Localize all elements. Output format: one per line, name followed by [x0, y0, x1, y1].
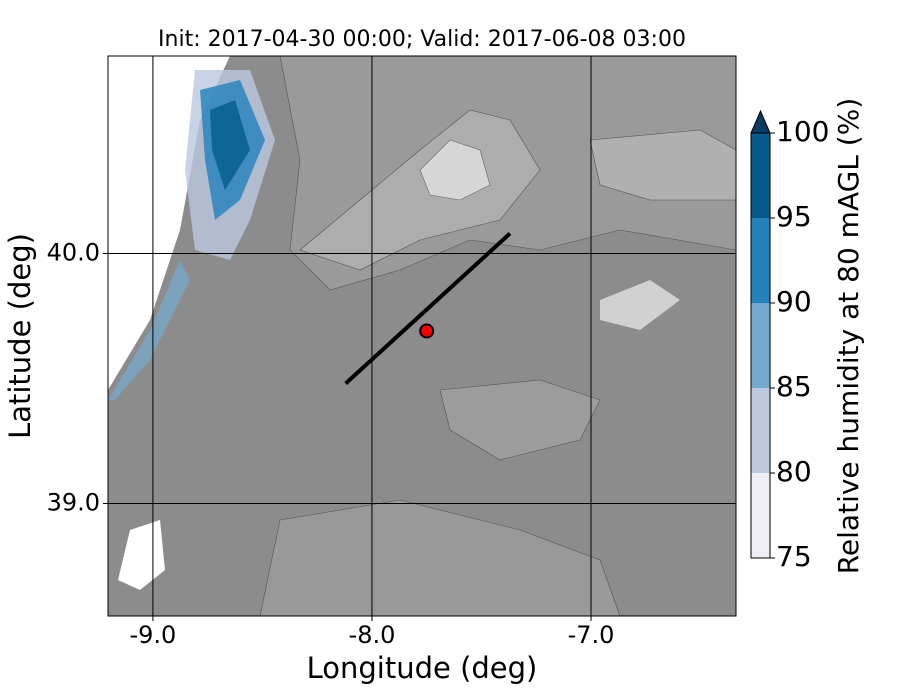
colorbar-segment [751, 388, 770, 473]
colorbar-segment [751, 303, 770, 388]
x-axis-label: Longitude (deg) [307, 651, 538, 685]
colorbar-tick-label: 90 [776, 285, 812, 318]
y-tick-label: 40.0 [47, 239, 100, 267]
colorbar-extend [750, 109, 771, 134]
colorbar-tick-label: 95 [776, 200, 812, 233]
y-tick-label: 39.0 [47, 489, 100, 517]
colorbar-segment [751, 473, 770, 558]
colorbar-segment [751, 218, 770, 303]
plot-frame [107, 55, 737, 617]
y-axis-label: Latitude (deg) [3, 233, 37, 439]
cross-section-line [344, 232, 512, 385]
x-tick-label: -8.0 [349, 621, 396, 649]
colorbar-label: Relative humidity at 80 mAGL (%) [832, 98, 865, 575]
colorbar-tick-label: 100 [776, 115, 829, 148]
x-tick-label: -9.0 [129, 621, 176, 649]
colorbar-tick-label: 85 [776, 370, 812, 403]
point-marker [419, 323, 435, 339]
colorbar-segment [751, 133, 770, 218]
colorbar-frame [750, 132, 771, 559]
map-title: Init: 2017-04-30 00:00; Valid: 2017-06-0… [158, 27, 686, 52]
x-tick-label: -7.0 [568, 621, 615, 649]
colorbar-tick-label: 80 [776, 455, 812, 488]
colorbar-tick-label: 75 [776, 540, 812, 573]
